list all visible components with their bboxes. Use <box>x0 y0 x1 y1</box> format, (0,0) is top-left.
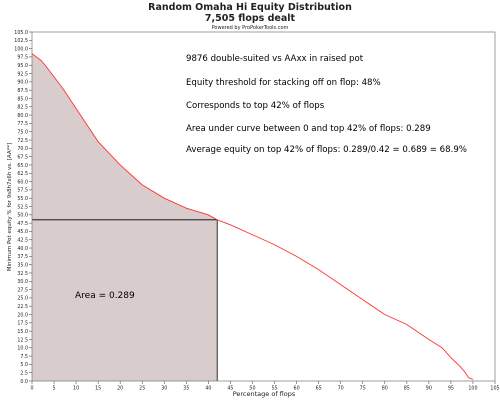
x-tick-label: 70 <box>338 386 344 392</box>
y-tick-label: 47.5 <box>17 221 28 227</box>
annotation-text: Average equity on top 42% of flops: 0.28… <box>186 145 467 155</box>
y-tick-label: 80.0 <box>17 113 28 119</box>
annotation-text: Equity threshold for stacking off on flo… <box>186 78 381 88</box>
x-axis-label: Percentage of flops <box>233 390 296 398</box>
y-tick-label: 90.0 <box>17 80 28 86</box>
y-tick-label: 72.5 <box>17 138 28 144</box>
y-tick-label: 97.5 <box>17 55 28 61</box>
area-label: Area = 0.289 <box>75 291 135 301</box>
y-tick-label: 57.5 <box>17 188 28 194</box>
annotation-text: 9876 double-suited vs AAxx in raised pot <box>186 54 364 64</box>
x-tick-label: 35 <box>183 386 189 392</box>
chart-title: Random Omaha Hi Equity Distribution <box>148 2 352 13</box>
shaded-area <box>32 53 218 381</box>
x-tick-label: 85 <box>404 386 410 392</box>
y-axis-label: Minimum Pot equity % for 9s8h7s6h vs. [A… <box>7 143 13 272</box>
y-tick-label: 10.0 <box>17 346 28 352</box>
x-tick-label: 55 <box>271 386 277 392</box>
y-tick-label: 5.0 <box>20 362 28 368</box>
y-tick-label: 75.0 <box>17 130 28 136</box>
plot-area <box>31 53 474 381</box>
y-tick-label: 27.5 <box>17 287 28 293</box>
x-tick-label: 5 <box>53 386 56 392</box>
chart-credit: Powered by ProPokerTools.com <box>212 25 289 31</box>
x-tick-label: 105 <box>490 386 499 392</box>
x-tick-label: 60 <box>294 386 300 392</box>
x-tick-label: 65 <box>316 386 322 392</box>
x-tick-label: 25 <box>139 386 145 392</box>
annotation-text: Area under curve between 0 and top 42% o… <box>186 124 431 134</box>
y-tick-label: 12.5 <box>17 337 28 343</box>
x-tick-label: 20 <box>117 386 123 392</box>
y-tick-label: 0.0 <box>20 379 28 385</box>
y-tick-label: 32.5 <box>17 271 28 277</box>
x-tick-label: 80 <box>382 386 388 392</box>
y-tick-label: 87.5 <box>17 88 28 94</box>
y-tick-label: 62.5 <box>17 171 28 177</box>
chart-subtitle: 7,505 flops dealt <box>205 13 296 24</box>
y-tick-label: 70.0 <box>17 146 28 152</box>
y-tick-label: 2.5 <box>20 370 28 376</box>
y-tick-label: 95.0 <box>17 63 28 69</box>
annotation-text: Corresponds to top 42% of flops <box>186 101 325 111</box>
y-tick-label: 35.0 <box>17 262 28 268</box>
y-tick-label: 45.0 <box>17 229 28 235</box>
x-tick-label: 95 <box>448 386 454 392</box>
y-tick-label: 92.5 <box>17 71 28 77</box>
y-tick-label: 100.0 <box>14 46 28 52</box>
y-tick-label: 65.0 <box>17 163 28 169</box>
y-tick-label: 105.0 <box>14 30 28 36</box>
x-tick-label: 75 <box>360 386 366 392</box>
y-tick-label: 40.0 <box>17 246 28 252</box>
y-tick-label: 60.0 <box>17 179 28 185</box>
x-tick-label: 10 <box>73 386 79 392</box>
y-tick-label: 42.5 <box>17 238 28 244</box>
y-tick-label: 102.5 <box>14 38 28 44</box>
y-tick-label: 55.0 <box>17 196 28 202</box>
x-tick-label: 90 <box>426 386 432 392</box>
x-tick-label: 30 <box>161 386 167 392</box>
x-tick-label: 40 <box>205 386 211 392</box>
x-tick-label: 45 <box>227 386 233 392</box>
y-tick-label: 77.5 <box>17 121 28 127</box>
x-tick-label: 0 <box>30 386 33 392</box>
x-tick-label: 15 <box>95 386 101 392</box>
y-tick-label: 82.5 <box>17 105 28 111</box>
annotations: 9876 double-suited vs AAxx in raised pot… <box>75 54 467 301</box>
x-tick-label: 100 <box>468 386 477 392</box>
series-line <box>31 53 474 380</box>
y-tick-label: 17.5 <box>17 321 28 327</box>
y-tick-label: 85.0 <box>17 96 28 102</box>
y-tick-label: 22.5 <box>17 304 28 310</box>
y-tick-label: 15.0 <box>17 329 28 335</box>
y-tick-label: 67.5 <box>17 154 28 160</box>
x-tick-label: 50 <box>249 386 255 392</box>
y-tick-label: 7.5 <box>20 354 28 360</box>
y-tick-label: 20.0 <box>17 312 28 318</box>
y-tick-label: 52.5 <box>17 204 28 210</box>
y-tick-label: 50.0 <box>17 213 28 219</box>
y-tick-label: 25.0 <box>17 296 28 302</box>
axes: 0 5 10 15 20 25 30 35 40 45 50 55 60 65 70 75 80 85 90 95 10… <box>14 30 499 392</box>
y-tick-label: 30.0 <box>17 279 28 285</box>
y-tick-label: 37.5 <box>17 254 28 260</box>
